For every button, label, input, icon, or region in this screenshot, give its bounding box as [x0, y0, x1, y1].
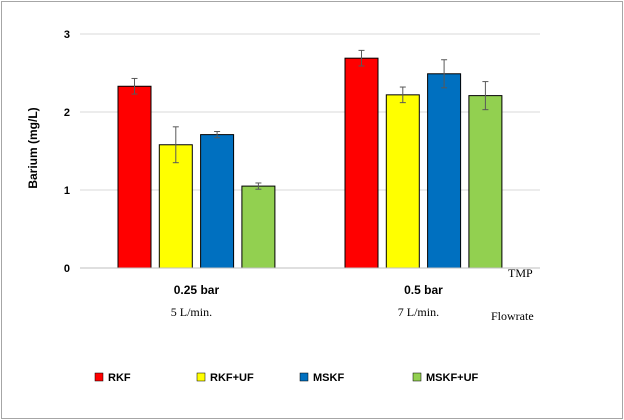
y-tick-label: 3 — [64, 29, 70, 41]
bar-rkf-1 — [344, 57, 379, 269]
y-tick-label: 0 — [64, 263, 70, 275]
y-axis-ticks: 0 1 2 3 — [64, 29, 70, 275]
category-label: 0.25 bar — [174, 283, 220, 297]
bar-rkf-plus-uf-0 — [158, 144, 193, 269]
error-bars — [131, 49, 489, 190]
legend-swatch — [299, 372, 309, 382]
bar-mskf-0 — [200, 134, 235, 269]
legend-swatch — [196, 372, 206, 382]
flowrate-labels: 5 L/min. 7 L/min. — [171, 305, 439, 319]
bar-mskf-plus-uf-0 — [241, 185, 276, 269]
legend-label: RKF — [108, 372, 131, 384]
legend: RKF RKF+UF MSKF MSKF+UF — [94, 372, 479, 384]
bar-mskf-plus-uf-1 — [468, 95, 503, 269]
y-tick-label: 1 — [64, 185, 70, 197]
bar-rkf-plus-uf-1 — [385, 94, 420, 269]
flowrate-label: 7 L/min. — [398, 305, 439, 319]
flowrate-axis-label: Flowrate — [491, 309, 534, 323]
legend-swatch — [94, 372, 104, 382]
x-axis-label-tmp: TMP — [508, 266, 533, 280]
legend-label: RKF+UF — [210, 372, 254, 384]
legend-label: MSKF — [313, 372, 344, 384]
y-axis-label: Barium (mg/L) — [26, 107, 40, 188]
legend-label: MSKF+UF — [426, 372, 479, 384]
category-label: 0.5 bar — [404, 283, 443, 297]
legend-swatch — [412, 372, 422, 382]
gridlines — [80, 33, 540, 191]
bar-rkf-0 — [117, 85, 152, 269]
y-tick-label: 2 — [64, 107, 70, 119]
category-labels: 0.25 bar 0.5 bar — [174, 283, 443, 297]
bars — [117, 57, 503, 269]
flowrate-label: 5 L/min. — [171, 305, 212, 319]
bar-mskf-1 — [427, 73, 462, 269]
